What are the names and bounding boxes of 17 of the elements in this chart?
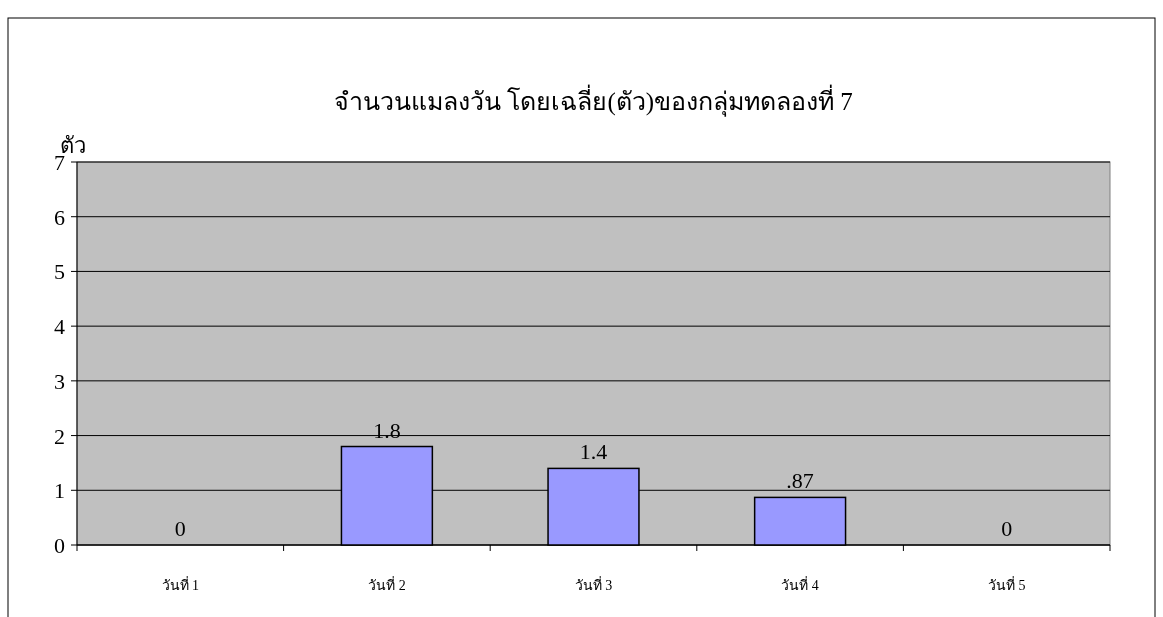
y-tick-label: 4 [54,314,65,340]
x-tick-label: วันที่ 2 [368,576,406,593]
x-tick-label: วันที่ 3 [574,576,613,593]
data-label: 0 [174,516,186,541]
y-tick-label: 6 [54,204,65,230]
y-tick-label: 3 [54,368,65,394]
y-tick-label: 2 [54,423,65,449]
x-tick-label: วันที่ 4 [781,576,819,593]
data-label: 1.4 [579,439,608,465]
data-label: .87 [786,468,814,494]
x-tick-label: วันที่ 5 [987,576,1026,593]
x-tick-label: วันที่ 1 [161,576,200,593]
y-tick-label: 5 [54,259,65,285]
chart-title: จำนวนแมลงวัน โดยเฉลี่ย(ตัว)ของกลุ่มทดลองที่ 7 [334,84,853,117]
data-label: 0 [1001,516,1013,541]
y-tick-label: 1 [54,478,65,504]
y-tick-label: 0 [54,533,65,558]
